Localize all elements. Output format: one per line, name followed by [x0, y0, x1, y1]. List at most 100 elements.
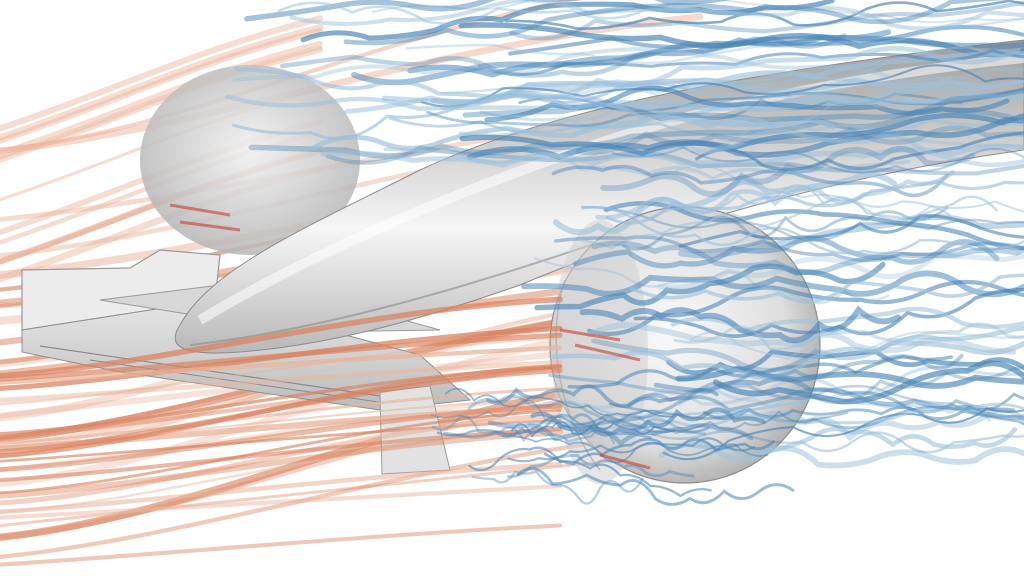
- streamline-warm: [0, 24, 324, 141]
- streamline-cool: [516, 466, 795, 506]
- streamline-cool: [575, 125, 1024, 155]
- streamline-cool: [626, 353, 964, 408]
- streamline-cool: [714, 407, 1024, 442]
- streamline-cool: [670, 306, 1024, 334]
- streamline-cool: [459, 112, 1024, 157]
- streamline-cool: [289, 0, 1024, 31]
- streamline-cool: [622, 206, 949, 251]
- streamline-cool: [712, 360, 1024, 405]
- stagnation-streak: [574, 343, 641, 362]
- streamline-cool: [444, 387, 675, 418]
- streamline-cool: [436, 413, 710, 437]
- streamline-cool: [466, 116, 1024, 161]
- streamline-cool: [509, 1, 1024, 41]
- streamline-warm: [0, 332, 563, 382]
- streamline-cool: [689, 330, 1024, 361]
- streamline-cool: [468, 446, 712, 498]
- streamline-cool: [548, 365, 1024, 405]
- streamline-warm: [0, 336, 562, 406]
- streamline-warm: [0, 403, 563, 473]
- streamline-cool: [586, 322, 1017, 355]
- streamline-cool: [467, 394, 707, 436]
- streamline-cool: [279, 33, 847, 78]
- streamline-warm: [0, 367, 563, 455]
- streamline-cool: [232, 46, 890, 82]
- streamline-cool: [508, 24, 1024, 56]
- streamline-cool: [431, 415, 616, 445]
- streamline-cool: [502, 434, 769, 464]
- streamline-cool: [591, 240, 1024, 276]
- streamline-warm: [0, 386, 562, 445]
- streamline-cool: [600, 145, 976, 198]
- streamlines-warm-front: [0, 296, 563, 567]
- streamline-cool: [430, 399, 660, 436]
- streamline-cool: [658, 440, 1024, 469]
- streamline-cool: [309, 111, 836, 151]
- streamline-cool: [572, 236, 1000, 269]
- streamline-cool: [534, 261, 886, 311]
- streamline-cool: [421, 64, 1024, 108]
- streamline-cool: [471, 470, 644, 505]
- streamline-cool: [507, 437, 756, 463]
- streamlines-cool-wake: [224, 0, 1024, 506]
- streamline-cool: [351, 29, 892, 86]
- streamline-cool: [567, 354, 953, 389]
- streamline-cool: [551, 164, 949, 198]
- streamline-cool: [550, 98, 924, 163]
- streamline-cool: [675, 164, 1024, 221]
- streamline-cool: [343, 45, 1021, 114]
- streamline-warm: [0, 359, 563, 403]
- rear-wheel: [140, 65, 360, 255]
- streamline-warm: [0, 46, 323, 163]
- streamline-cool: [579, 305, 901, 344]
- streamline-warm: [0, 28, 323, 144]
- streamline-cool: [633, 287, 1024, 338]
- streamline-warm: [0, 409, 562, 495]
- stagnation-streak: [559, 328, 621, 342]
- streamline-cool: [443, 413, 652, 440]
- streamline-cool: [405, 17, 1024, 65]
- streamline-cool: [662, 407, 1024, 461]
- streamline-cool: [458, 22, 1024, 58]
- streamline-warm: [0, 45, 323, 160]
- streamline-cool: [603, 201, 1024, 251]
- streamline-cool: [439, 46, 1024, 95]
- streamline-cool: [462, 87, 1024, 123]
- streamline-cool: [320, 143, 1024, 168]
- streamline-cool: [407, 34, 1024, 78]
- streamline-cool: [595, 170, 955, 220]
- stagnation-streak: [169, 203, 231, 217]
- streamline-cool: [506, 454, 695, 479]
- streamline-cool: [690, 129, 1024, 168]
- streamline-warm: [0, 0, 581, 153]
- streamline-warm: [0, 40, 323, 157]
- stagnation-highlights: [169, 203, 651, 470]
- streamline-cool: [611, 146, 1024, 174]
- stagnation-streak: [179, 220, 241, 232]
- streamline-cool: [510, 420, 676, 438]
- streamline-warm: [0, 345, 563, 385]
- streamline-cool: [581, 205, 1024, 255]
- streamline-warm: [0, 296, 563, 379]
- streamline-cool: [479, 110, 1024, 148]
- streamline-cool: [605, 180, 1024, 225]
- streamline-cool: [548, 325, 1024, 380]
- streamline-cool: [657, 253, 1024, 291]
- streamline-warm: [0, 396, 562, 448]
- streamline-cool: [504, 0, 1024, 30]
- streamline-cool: [629, 273, 1024, 304]
- streamline-cool: [562, 198, 951, 250]
- streamline-cool: [677, 214, 1024, 259]
- stagnation-streak: [599, 453, 651, 470]
- streamline-warm: [0, 412, 563, 506]
- streamline-cool: [695, 131, 1024, 171]
- streamline-cool: [487, 420, 754, 447]
- streamline-cool: [673, 322, 1024, 351]
- streamline-cool: [552, 171, 898, 235]
- streamline-warm: [0, 427, 562, 483]
- streamline-cool: [572, 410, 849, 435]
- streamline-cool: [485, 384, 719, 409]
- streamline-warm: [0, 484, 563, 520]
